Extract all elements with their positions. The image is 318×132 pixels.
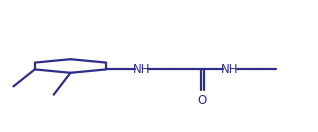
Text: O: O — [198, 94, 207, 107]
Text: NH: NH — [221, 63, 238, 76]
Text: NH: NH — [133, 63, 150, 76]
